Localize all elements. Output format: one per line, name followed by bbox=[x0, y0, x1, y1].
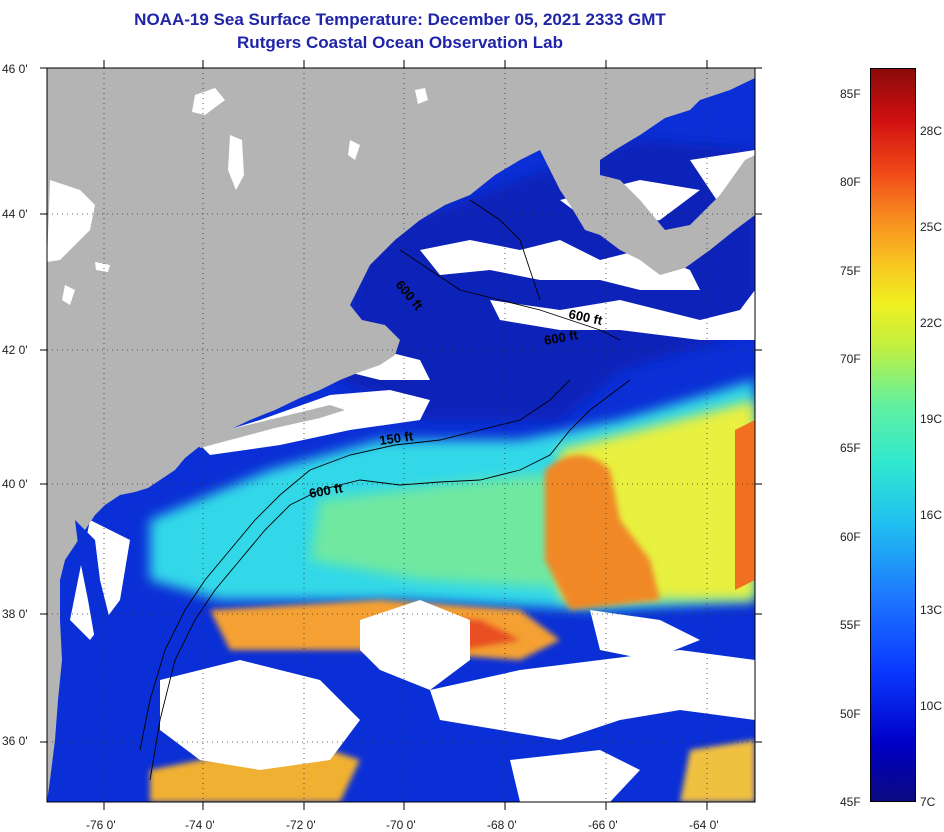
lon-label-64: -64 0' bbox=[689, 818, 719, 832]
lake bbox=[348, 140, 360, 160]
cloud-patch bbox=[360, 600, 470, 690]
colorbar-label-75f: 75F bbox=[840, 264, 861, 278]
chesapeake-bay bbox=[75, 520, 115, 680]
lat-label-46: 46 0' bbox=[2, 62, 28, 76]
colorbar-label-80f: 80F bbox=[840, 175, 861, 189]
map-frame bbox=[46, 67, 756, 803]
gulf-stream-east bbox=[735, 420, 755, 590]
lon-label-70: -70 0' bbox=[386, 818, 416, 832]
colorbar-label-65f: 65F bbox=[840, 441, 861, 455]
cloud-patch bbox=[490, 290, 755, 340]
contour-label: 150 ft bbox=[378, 428, 414, 448]
colorbar-label-60f: 60F bbox=[840, 530, 861, 544]
lon-label-72: -72 0' bbox=[286, 818, 316, 832]
cloud-patch bbox=[160, 660, 360, 770]
land-us-east-coast bbox=[47, 68, 755, 802]
delaware-bay bbox=[125, 500, 140, 545]
colorbar-label-19c: 19C bbox=[920, 412, 943, 426]
lat-label-38: 38 0' bbox=[2, 607, 28, 621]
contour-label: 600 ft bbox=[543, 327, 580, 348]
contour-line-gulf-of-maine bbox=[399, 249, 621, 341]
bottom-right-warm-patch bbox=[680, 740, 755, 802]
lake bbox=[47, 180, 95, 262]
lon-label-76: -76 0' bbox=[86, 818, 116, 832]
lat-label-36: 36 0' bbox=[2, 734, 28, 748]
colorbar-label-10c: 10C bbox=[920, 699, 943, 713]
lake bbox=[62, 285, 75, 305]
depth-contours bbox=[139, 199, 631, 781]
cloud-patch bbox=[430, 650, 755, 740]
contour-line-600ft bbox=[149, 379, 631, 781]
colorbar-label-45f: 45F bbox=[840, 795, 861, 809]
colorbar-label-70f: 70F bbox=[840, 352, 861, 366]
lake bbox=[228, 135, 244, 190]
lake bbox=[192, 88, 225, 115]
cloud-patch bbox=[195, 390, 430, 455]
colorbar-label-13c: 13C bbox=[920, 603, 943, 617]
colorbar-label-85f: 85F bbox=[840, 87, 861, 101]
land-long-island bbox=[195, 405, 345, 448]
gulf-stream-warm-core bbox=[545, 455, 660, 610]
inland-lakes bbox=[47, 88, 428, 305]
lake bbox=[415, 88, 428, 104]
lon-label-68: -68 0' bbox=[487, 818, 517, 832]
lon-label-74: -74 0' bbox=[185, 818, 215, 832]
colorbar-label-16c: 16C bbox=[920, 508, 943, 522]
lat-label-44: 44 0' bbox=[2, 207, 28, 221]
colorbar-label-50f: 50F bbox=[840, 707, 861, 721]
lat-label-40: 40 0' bbox=[2, 477, 28, 491]
colorbar-label-25c: 25C bbox=[920, 220, 943, 234]
contour-label: 600 ft bbox=[308, 480, 345, 501]
contour-line-bay-of-fundy bbox=[469, 199, 541, 301]
colorbar-label-28c: 28C bbox=[920, 124, 943, 138]
colorbar-label-22c: 22C bbox=[920, 316, 943, 330]
lake bbox=[95, 262, 110, 272]
cloud-patch bbox=[510, 750, 640, 802]
map-subtitle: Rutgers Coastal Ocean Observation Lab bbox=[237, 33, 563, 52]
contour-line-150ft bbox=[139, 379, 571, 751]
map-title: NOAA-19 Sea Surface Temperature: Decembe… bbox=[134, 10, 666, 29]
land-nova-scotia bbox=[640, 170, 755, 275]
temperature-colorbar bbox=[870, 68, 916, 802]
axis-ticks bbox=[40, 60, 762, 810]
contour-label: 600 ft bbox=[567, 306, 604, 328]
lon-label-66: -66 0' bbox=[588, 818, 618, 832]
graticule bbox=[47, 68, 755, 802]
colorbar-label-7c: 7C bbox=[920, 795, 936, 809]
colorbar-label-55f: 55F bbox=[840, 618, 861, 632]
cloud-patch bbox=[590, 610, 700, 660]
lat-label-42: 42 0' bbox=[2, 343, 28, 357]
